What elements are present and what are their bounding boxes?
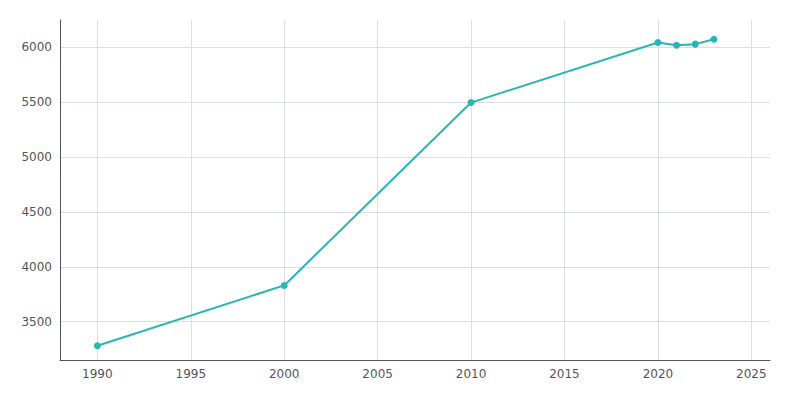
svg-text:2010: 2010	[456, 367, 487, 381]
svg-text:2020: 2020	[643, 367, 674, 381]
svg-text:1990: 1990	[82, 367, 113, 381]
svg-text:4000: 4000	[21, 260, 52, 274]
svg-text:2015: 2015	[549, 367, 580, 381]
svg-text:2000: 2000	[269, 367, 300, 381]
svg-text:3500: 3500	[21, 315, 52, 329]
svg-text:1995: 1995	[176, 367, 207, 381]
svg-text:5000: 5000	[21, 150, 52, 164]
svg-text:6000: 6000	[21, 40, 52, 54]
svg-text:5500: 5500	[21, 95, 52, 109]
svg-text:2005: 2005	[362, 367, 393, 381]
svg-text:2025: 2025	[736, 367, 767, 381]
svg-text:4500: 4500	[21, 205, 52, 219]
